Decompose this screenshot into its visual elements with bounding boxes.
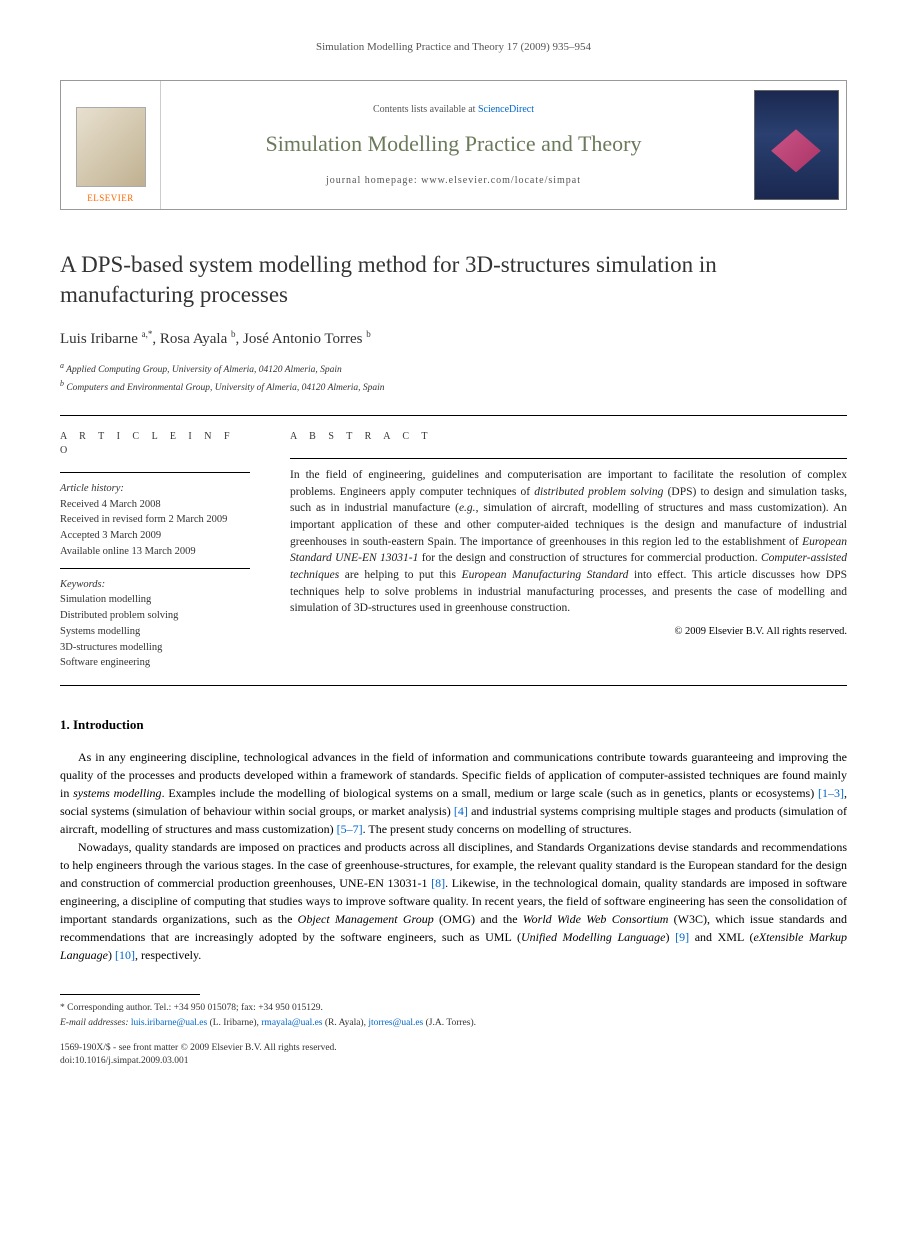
keyword: Simulation modelling	[60, 592, 250, 608]
ref-link[interactable]: [1–3]	[818, 786, 844, 800]
email-link[interactable]: jtorres@ual.es	[368, 1018, 423, 1028]
ref-link[interactable]: [9]	[675, 930, 689, 944]
divider	[290, 458, 847, 459]
cover-thumb-block	[746, 81, 846, 209]
history-item: Received 4 March 2008	[60, 497, 250, 513]
corresponding-author-note: * Corresponding author. Tel.: +34 950 01…	[60, 1001, 847, 1015]
keywords-block: Keywords: Simulation modelling Distribut…	[60, 577, 250, 672]
journal-homepage: journal homepage: www.elsevier.com/locat…	[326, 174, 581, 188]
footnote-separator	[60, 994, 200, 995]
journal-name: Simulation Modelling Practice and Theory	[266, 129, 642, 160]
doi-block: 1569-190X/$ - see front matter © 2009 El…	[60, 1042, 847, 1069]
doi-line: doi:10.1016/j.simpat.2009.03.001	[60, 1055, 847, 1068]
affiliation-b: b Computers and Environmental Group, Uni…	[60, 378, 847, 395]
abstract-text: In the field of engineering, guidelines …	[290, 467, 847, 617]
email-label: E-mail addresses:	[60, 1018, 129, 1028]
journal-cover-icon	[754, 90, 839, 200]
article-history: Article history: Received 4 March 2008 R…	[60, 481, 250, 560]
ref-link[interactable]: [5–7]	[337, 822, 363, 836]
publisher-logo-block: ELSEVIER	[61, 81, 161, 209]
affiliation-a: a Applied Computing Group, University of…	[60, 360, 847, 377]
article-info-column: A R T I C L E I N F O Article history: R…	[60, 416, 270, 685]
history-item: Available online 13 March 2009	[60, 544, 250, 560]
contents-prefix: Contents lists available at	[373, 104, 478, 115]
elsevier-tree-icon	[76, 107, 146, 187]
affiliations: a Applied Computing Group, University of…	[60, 360, 847, 395]
keyword: Software engineering	[60, 655, 250, 671]
authors-line: Luis Iribarne a,*, Rosa Ayala b, José An…	[60, 328, 847, 350]
history-label: Article history:	[60, 481, 250, 497]
history-item: Received in revised form 2 March 2009	[60, 512, 250, 528]
keyword: Systems modelling	[60, 624, 250, 640]
article-title: A DPS-based system modelling method for …	[60, 250, 847, 310]
journal-banner: ELSEVIER Contents lists available at Sci…	[60, 80, 847, 210]
keyword: 3D-structures modelling	[60, 640, 250, 656]
abstract-label: A B S T R A C T	[290, 430, 847, 444]
info-abstract-row: A R T I C L E I N F O Article history: R…	[60, 415, 847, 686]
divider	[60, 472, 250, 473]
email-link[interactable]: rmayala@ual.es	[261, 1018, 322, 1028]
keyword: Distributed problem solving	[60, 608, 250, 624]
ref-link[interactable]: [10]	[115, 948, 135, 962]
intro-paragraph-2: Nowadays, quality standards are imposed …	[60, 838, 847, 964]
article-info-label: A R T I C L E I N F O	[60, 430, 250, 458]
divider	[60, 568, 250, 569]
keywords-label: Keywords:	[60, 577, 250, 593]
email-link[interactable]: luis.iribarne@ual.es	[131, 1018, 207, 1028]
running-header: Simulation Modelling Practice and Theory…	[60, 40, 847, 55]
banner-center: Contents lists available at ScienceDirec…	[161, 81, 746, 209]
sciencedirect-link[interactable]: ScienceDirect	[478, 104, 534, 115]
abstract-column: A B S T R A C T In the field of engineer…	[270, 416, 847, 685]
publisher-name: ELSEVIER	[87, 192, 134, 205]
ref-link[interactable]: [4]	[454, 804, 468, 818]
history-item: Accepted 3 March 2009	[60, 528, 250, 544]
abstract-copyright: © 2009 Elsevier B.V. All rights reserved…	[290, 625, 847, 640]
intro-paragraph-1: As in any engineering discipline, techno…	[60, 748, 847, 838]
ref-link[interactable]: [8]	[431, 876, 445, 890]
section-heading-intro: 1. Introduction	[60, 716, 847, 734]
email-addresses: E-mail addresses: luis.iribarne@ual.es (…	[60, 1016, 847, 1030]
front-matter-line: 1569-190X/$ - see front matter © 2009 El…	[60, 1042, 847, 1055]
contents-available: Contents lists available at ScienceDirec…	[373, 103, 534, 117]
